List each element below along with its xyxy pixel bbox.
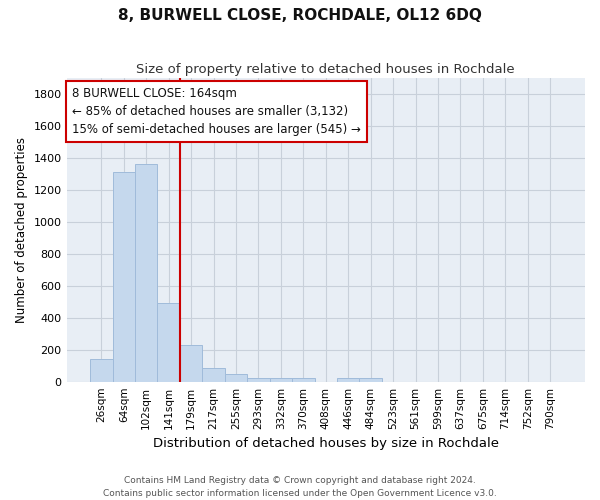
Bar [292, 378, 314, 382]
Bar [225, 374, 247, 382]
Bar [359, 378, 382, 382]
Text: Contains HM Land Registry data © Crown copyright and database right 2024.
Contai: Contains HM Land Registry data © Crown c… [103, 476, 497, 498]
Bar [113, 172, 135, 382]
Bar [90, 360, 113, 382]
Bar [180, 345, 202, 382]
Bar [337, 378, 359, 382]
Text: 8 BURWELL CLOSE: 164sqm
← 85% of detached houses are smaller (3,132)
15% of semi: 8 BURWELL CLOSE: 164sqm ← 85% of detache… [72, 87, 361, 136]
Title: Size of property relative to detached houses in Rochdale: Size of property relative to detached ho… [136, 62, 515, 76]
Bar [202, 368, 225, 382]
X-axis label: Distribution of detached houses by size in Rochdale: Distribution of detached houses by size … [153, 437, 499, 450]
Bar [247, 378, 269, 382]
Y-axis label: Number of detached properties: Number of detached properties [15, 137, 28, 323]
Bar [269, 378, 292, 382]
Bar [135, 164, 157, 382]
Bar [157, 304, 180, 382]
Text: 8, BURWELL CLOSE, ROCHDALE, OL12 6DQ: 8, BURWELL CLOSE, ROCHDALE, OL12 6DQ [118, 8, 482, 22]
